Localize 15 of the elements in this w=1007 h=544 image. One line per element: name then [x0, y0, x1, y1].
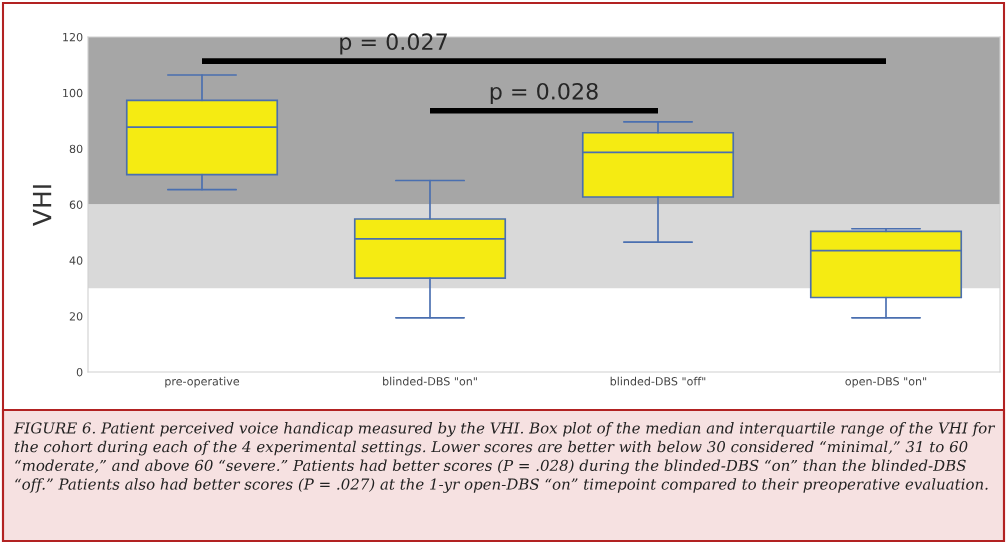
y-tick-label: 0 [76, 367, 83, 377]
y-tick-label: 120 [63, 32, 83, 42]
x-tick-label: pre-operative [165, 376, 240, 388]
y-tick-label: 60 [69, 200, 83, 209]
x-tick-label: blinded-DBS "on" [383, 376, 477, 386]
annotation: p = 0.027 [340, 33, 447, 55]
x-tick-label: open-DBS "on" [845, 377, 927, 388]
y-axis-title: VHI [32, 185, 52, 226]
annotation: p = 0.028 [490, 82, 598, 104]
caption: FIGURE 6. Patient perceived voice handicap measured by the VHI. Box plot of the median and interquartile range of the VHI for the cohort during each of the 4 experimental settings. Lower scores are better with below 30 considered “minimal,” 31 to 60 “moderate,” and above 60 “severe.” Patients had better scores (P = .028) during the blinded-DBS “on” than the blinded-DBS “off.” Patients also had better scores (P = .027) at the 1-yr open-DBS “on” timepoint compared to their preoperative evaluation. [13, 422, 996, 493]
y-tick-label: 40 [69, 256, 83, 265]
y-tick-label: 20 [69, 312, 83, 321]
y-tick-label: 80 [69, 144, 83, 154]
x-tick-label: blinded-DBS "off" [610, 376, 706, 386]
y-tick-label: 100 [63, 88, 83, 98]
